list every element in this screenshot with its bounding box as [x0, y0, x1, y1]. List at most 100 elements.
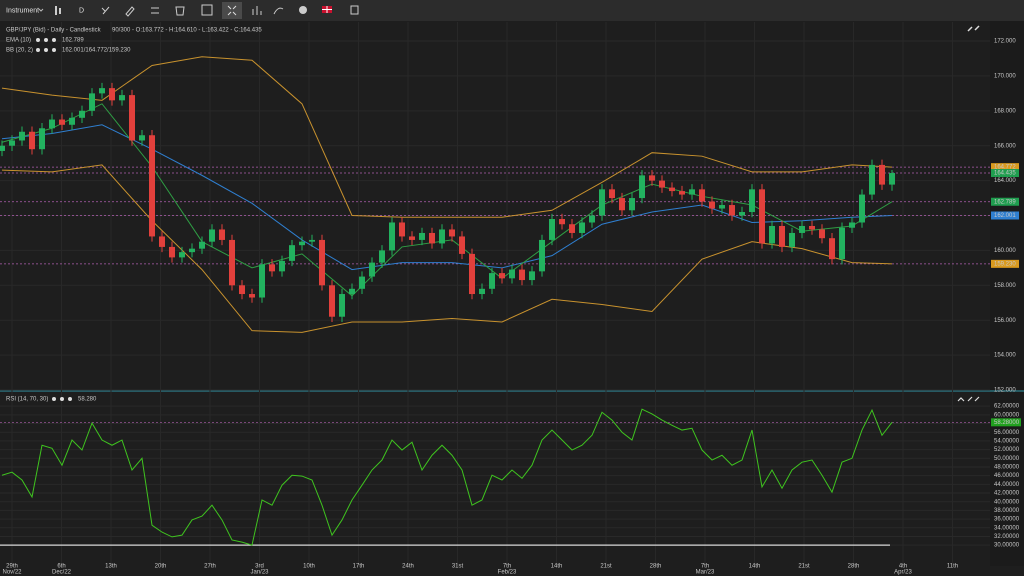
ema-remove[interactable] — [44, 38, 48, 42]
candle-body — [19, 131, 25, 141]
candle-body — [699, 189, 705, 202]
x-tick-label: 7th — [701, 564, 709, 570]
candle-body — [139, 135, 145, 141]
theme-tool[interactable] — [299, 6, 307, 14]
x-tick-label: 6th — [57, 564, 65, 570]
pen-tool[interactable] — [125, 6, 135, 17]
candle-body — [289, 245, 295, 261]
candle-body — [0, 145, 5, 151]
candles-icon[interactable] — [55, 6, 57, 15]
price-axis-bg — [990, 21, 1024, 566]
y-tick-label: 56.00000 — [994, 430, 1020, 436]
y-tick-label: 152.000 — [994, 388, 1016, 394]
candle-body — [549, 218, 555, 240]
candle-body — [709, 201, 715, 209]
candle-body — [609, 189, 615, 199]
y-tick-label: 40.00000 — [994, 499, 1020, 505]
chart-type-tool[interactable] — [252, 6, 262, 15]
candle-body — [59, 119, 65, 125]
rsi-settings[interactable] — [68, 397, 72, 401]
x-tick-label: 13th — [105, 564, 117, 570]
price-marker-box — [991, 197, 1019, 206]
candle-body — [889, 173, 895, 185]
candle-body — [179, 252, 185, 258]
candle-body — [459, 236, 465, 254]
panel-maximize[interactable] — [967, 25, 980, 32]
candle-body — [369, 262, 375, 277]
candle-body — [239, 285, 245, 295]
bb-reading: 162.001/164.772/159.230 — [62, 48, 131, 54]
layout-tool[interactable] — [201, 4, 213, 16]
x-tick-label: 21st — [798, 564, 810, 570]
draw-tool[interactable] — [101, 6, 110, 15]
price-marker-box — [991, 169, 1019, 178]
y-tick-label: 52.00000 — [994, 447, 1020, 453]
rsi-eye[interactable] — [52, 397, 56, 401]
candle-body — [659, 180, 665, 188]
candle-body — [149, 135, 155, 237]
candle-body — [339, 294, 345, 317]
candle-body — [529, 271, 535, 281]
indicator-icons[interactable] — [36, 38, 72, 401]
candle-body — [329, 285, 335, 317]
candle-body — [589, 215, 595, 223]
candle-body — [399, 222, 405, 237]
delete-tool[interactable] — [175, 6, 185, 16]
y-tick-label: 60.00000 — [994, 412, 1020, 418]
candle-body — [449, 229, 455, 237]
candle-body — [299, 241, 305, 246]
fullscreen-tool[interactable] — [227, 5, 237, 16]
x-tick-label: 21st — [600, 564, 612, 570]
candle-body — [429, 232, 435, 244]
candle-body — [89, 93, 95, 111]
y-tick-label: 172.000 — [994, 39, 1016, 45]
price-marker-label: 159.230 — [994, 261, 1016, 267]
candle-body — [259, 264, 265, 298]
rsi-reading: 58.280 — [78, 397, 97, 403]
rsi-remove[interactable] — [60, 397, 64, 401]
candle-body — [99, 88, 105, 94]
y-tick-label: 54.00000 — [994, 438, 1020, 444]
candle-body — [489, 273, 495, 289]
chart-ohlc: 90/300 - O:163.772 - H:164.610 - L:163.4… — [112, 28, 262, 34]
indicator-tool[interactable] — [151, 7, 159, 14]
ema-settings[interactable] — [52, 38, 56, 42]
y-tick-label: 36.00000 — [994, 517, 1020, 523]
candle-body — [869, 164, 875, 195]
bb-remove[interactable] — [44, 48, 48, 52]
candle-body — [119, 95, 125, 101]
rsi-panel-controls[interactable] — [957, 396, 980, 402]
y-tick-label: 62.00000 — [994, 404, 1020, 410]
x-tick-label: 20th — [155, 564, 167, 570]
toolbar: Instrument D — [0, 0, 1024, 21]
x-tick-label: 24th — [402, 564, 414, 570]
y-tick-label: 48.00000 — [994, 465, 1020, 471]
share-tool[interactable] — [273, 7, 284, 15]
x-tick-month: Jan/23 — [250, 570, 269, 576]
interval-menu[interactable]: D — [79, 7, 84, 14]
y-tick-label: 154.000 — [994, 353, 1016, 359]
candle-body — [129, 95, 135, 141]
bb-eye[interactable] — [36, 48, 40, 52]
candle-body — [519, 269, 525, 281]
bb-settings[interactable] — [52, 48, 56, 52]
bb-upper — [1, 56, 893, 218]
candle-body — [539, 239, 545, 272]
x-tick-label: 29th — [6, 564, 18, 570]
candle-body — [839, 227, 845, 260]
candle-body — [269, 264, 275, 272]
candle-body — [509, 269, 515, 279]
x-tick-month: Feb/23 — [498, 570, 517, 576]
candle-body — [349, 288, 355, 295]
candle-body — [599, 189, 605, 216]
x-tick-label: 28th — [650, 564, 662, 570]
candle-body — [829, 238, 835, 260]
window-tool[interactable] — [350, 5, 359, 15]
candle-body — [209, 229, 215, 242]
x-tick-label: 7th — [503, 564, 511, 570]
ema-eye[interactable] — [36, 38, 40, 42]
candle-body — [579, 222, 585, 233]
x-tick-label: 17th — [353, 564, 365, 570]
instrument-menu[interactable]: Instrument — [6, 7, 39, 14]
